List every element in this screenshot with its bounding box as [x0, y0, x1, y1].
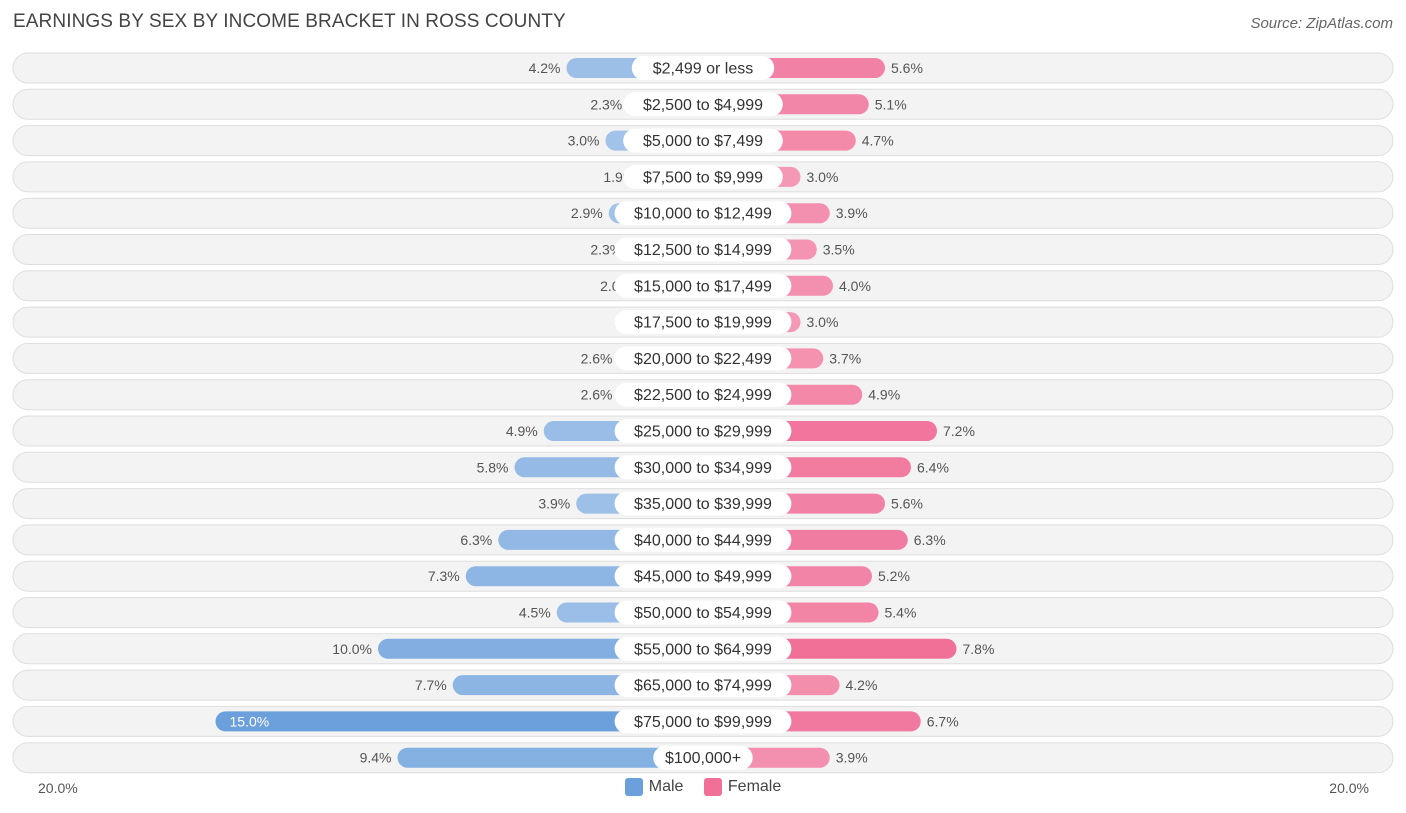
value-label-male: 10.0%: [332, 641, 372, 657]
value-label-male: 2.6%: [581, 350, 613, 366]
value-label-female: 6.7%: [927, 713, 959, 729]
value-label-female: 5.6%: [891, 496, 923, 512]
value-label-female: 3.7%: [829, 350, 861, 366]
category-label: $20,000 to $22,499: [634, 351, 772, 368]
value-label-male: 15.0%: [230, 713, 270, 729]
category-label-bg: [614, 273, 792, 298]
category-label: $65,000 to $74,999: [634, 678, 772, 695]
category-label-bg: [614, 419, 792, 443]
value-label-female: 4.0%: [839, 278, 871, 294]
value-label-male: 4.9%: [506, 423, 538, 439]
category-label: $5,000 to $7,499: [643, 133, 763, 150]
source-credit: Source: ZipAtlas.com: [1250, 15, 1393, 32]
value-label-male: 2.3%: [590, 242, 622, 258]
category-label: $12,500 to $14,999: [634, 242, 772, 259]
value-label-female: 4.2%: [846, 677, 878, 693]
category-label-bg: [614, 636, 792, 661]
value-label-female: 5.4%: [885, 605, 917, 621]
category-label-bg: [614, 564, 792, 589]
value-label-female: 5.6%: [891, 60, 923, 76]
category-label: $17,500 to $19,999: [634, 315, 772, 332]
category-label: $7,500 to $9,999: [643, 169, 763, 186]
value-label-male: 2.6%: [581, 387, 613, 403]
category-label-bg: [614, 455, 792, 480]
legend: Male Female: [0, 778, 1406, 801]
value-label-male: 2.9%: [571, 205, 603, 221]
category-label-bg: [614, 310, 792, 335]
category-label-bg: [623, 92, 783, 117]
category-label: $50,000 to $54,999: [634, 605, 772, 622]
value-label-male: 4.5%: [519, 605, 551, 621]
category-label-bg: [614, 346, 792, 371]
category-label-bg: [653, 745, 753, 770]
category-label: $100,000+: [665, 750, 741, 767]
value-label-male: 7.7%: [415, 677, 447, 693]
category-label-bg: [614, 600, 792, 625]
category-label-bg: [614, 527, 792, 552]
category-label: $30,000 to $34,999: [634, 460, 772, 477]
value-label-female: 3.9%: [836, 750, 868, 766]
category-label: $55,000 to $64,999: [634, 641, 772, 658]
value-label-male: 3.9%: [538, 496, 570, 512]
category-label-bg: [614, 201, 792, 226]
bar-male: [215, 711, 703, 732]
bar-male: [397, 747, 703, 768]
value-label-male: 9.4%: [360, 750, 392, 766]
category-label-bg: [614, 673, 792, 698]
value-label-female: 5.2%: [878, 568, 910, 584]
category-label-bg: [614, 382, 792, 407]
value-label-female: 6.4%: [917, 459, 949, 475]
category-label-bg: [614, 491, 792, 516]
value-label-male: 6.3%: [460, 532, 492, 548]
value-label-female: 5.1%: [875, 96, 907, 112]
value-label-male: 4.2%: [529, 60, 561, 76]
category-label: $35,000 to $39,999: [634, 496, 772, 513]
legend-label-female: Female: [727, 778, 782, 795]
category-label-bg: [623, 164, 783, 189]
legend-swatch-male: [624, 778, 643, 796]
category-label: $75,000 to $99,999: [634, 714, 772, 731]
category-label-bg: [614, 709, 792, 734]
value-label-male: 5.8%: [477, 459, 509, 475]
axis-right-label: 20.0%: [1329, 780, 1369, 796]
value-label-female: 7.2%: [943, 423, 975, 439]
axis-left-label: 20.0%: [38, 780, 78, 796]
category-label: $15,000 to $17,499: [634, 278, 772, 295]
value-label-male: 7.3%: [428, 568, 460, 584]
category-label: $40,000 to $44,999: [634, 532, 772, 549]
category-label: $2,500 to $4,999: [643, 97, 763, 114]
value-label-female: 3.5%: [823, 242, 855, 258]
value-label-female: 4.7%: [862, 133, 894, 149]
chart-title: EARNINGS BY SEX BY INCOME BRACKET IN ROS…: [13, 11, 566, 32]
legend-item-female[interactable]: Female: [703, 778, 782, 796]
category-label-bg: [614, 237, 792, 262]
legend-item-male[interactable]: Male: [624, 778, 684, 796]
category-label: $2,499 or less: [653, 61, 754, 78]
value-label-female: 4.9%: [868, 387, 900, 403]
legend-label-male: Male: [648, 778, 684, 795]
category-label: $25,000 to $29,999: [634, 424, 772, 441]
value-label-female: 3.9%: [836, 205, 868, 221]
legend-swatch-female: [703, 778, 722, 796]
category-label-bg: [623, 128, 783, 153]
category-label: $22,500 to $24,999: [634, 387, 772, 404]
category-label: $45,000 to $49,999: [634, 569, 772, 586]
value-label-female: 3.0%: [807, 169, 839, 185]
value-label-male: 3.0%: [568, 133, 600, 149]
category-label-bg: [631, 56, 775, 80]
category-label: $10,000 to $12,499: [634, 206, 772, 223]
value-label-female: 6.3%: [914, 532, 946, 548]
value-label-female: 3.0%: [807, 314, 839, 330]
value-label-female: 7.8%: [963, 641, 995, 657]
value-label-male: 2.3%: [590, 96, 622, 112]
